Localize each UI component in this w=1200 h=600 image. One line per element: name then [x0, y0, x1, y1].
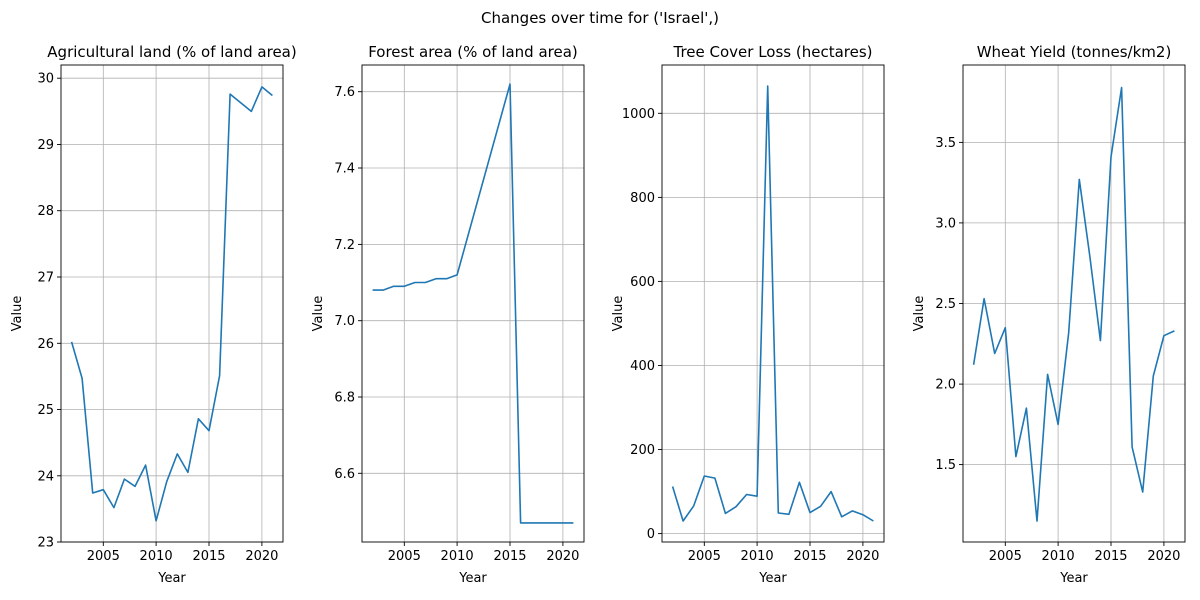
chart-2-x-tick-label: 2020	[546, 549, 579, 564]
chart-3-y-axis-label: Value	[611, 296, 626, 332]
chart-1-x-tick-label: 2010	[140, 549, 173, 564]
chart-1-y-tick-label: 29	[37, 138, 54, 153]
chart-3-x-tick-label: 2020	[846, 549, 879, 564]
chart-1-y-tick-label: 30	[37, 72, 54, 87]
chart-4-series-line	[972, 86, 1175, 522]
chart-3-x-axis-label: Year	[758, 571, 787, 586]
chart-4-x-tick-label: 2015	[1094, 549, 1127, 564]
chart-4-y-tick-label: 2.5	[935, 297, 956, 312]
chart-2-y-tick-label: 6.6	[334, 467, 355, 482]
chart-1-y-tick-label: 25	[37, 403, 54, 418]
chart-4-y-tick-label: 1.5	[935, 458, 956, 473]
chart-4-y-axis-label: Value	[912, 296, 927, 332]
chart-4-title: Wheat Yield (tonnes/km2)	[977, 43, 1172, 61]
chart-1-x-axis-label: Year	[157, 571, 186, 586]
chart-4-x-tick-label: 2010	[1042, 549, 1075, 564]
chart-3-x-tick-label: 2005	[688, 549, 721, 564]
chart-1-x-tick-label: 2015	[192, 549, 225, 564]
chart-1-axes-frame	[60, 64, 284, 543]
chart-4-x-tick-label: 2020	[1147, 549, 1180, 564]
chart-3-y-tick-label: 400	[630, 359, 655, 374]
chart-1-y-tick-label: 27	[37, 271, 54, 286]
chart-1-y-tick-label: 28	[37, 204, 54, 219]
chart-2-y-tick-label: 7.2	[334, 238, 355, 253]
chart-3-y-tick-label: 800	[630, 191, 655, 206]
chart-2-x-tick-label: 2005	[388, 549, 421, 564]
chart-1-y-tick-label: 26	[37, 337, 54, 352]
chart-2-y-tick-label: 7.4	[334, 162, 355, 177]
chart-3-y-tick-label: 1000	[622, 107, 655, 122]
chart-3-x-tick-label: 2010	[741, 549, 774, 564]
chart-3-series-line	[671, 85, 874, 522]
chart-2-axes-frame	[361, 64, 585, 543]
chart-2-series-line	[372, 83, 574, 524]
chart-4-x-axis-label: Year	[1059, 571, 1088, 586]
chart-2-title: Forest area (% of land area)	[368, 43, 578, 61]
chart-1-y-tick-label: 23	[37, 536, 54, 551]
chart-2-y-axis-label: Value	[311, 296, 326, 332]
chart-2-y-tick-label: 7.6	[334, 85, 355, 100]
chart-4-y-tick-label: 3.5	[935, 136, 956, 151]
chart-3-y-tick-label: 600	[630, 275, 655, 290]
chart-2-x-axis-label: Year	[458, 571, 487, 586]
chart-4-y-tick-label: 2.0	[935, 378, 956, 393]
chart-3-y-tick-label: 200	[630, 443, 655, 458]
chart-3-x-tick-label: 2015	[793, 549, 826, 564]
chart-2-y-tick-label: 7.0	[334, 314, 355, 329]
chart-3-y-tick-label: 0	[647, 527, 655, 542]
chart-1-title: Agricultural land (% of land area)	[47, 43, 296, 61]
chart-3-title: Tree Cover Loss (hectares)	[672, 43, 872, 61]
chart-1-x-tick-label: 2020	[245, 549, 278, 564]
figure-suptitle: Changes over time for ('Israel',)	[481, 9, 719, 27]
chart-1-series-line	[70, 86, 273, 522]
chart-1-x-tick-label: 2005	[87, 549, 120, 564]
chart-1-y-tick-label: 24	[37, 469, 54, 484]
chart-2-x-tick-label: 2015	[493, 549, 526, 564]
chart-4-y-tick-label: 3.0	[935, 216, 956, 231]
chart-4-x-tick-label: 2005	[989, 549, 1022, 564]
chart-3-axes-frame	[661, 64, 885, 543]
chart-2-y-tick-label: 6.8	[334, 391, 355, 406]
chart-1-y-axis-label: Value	[10, 296, 25, 332]
chart-2-x-tick-label: 2010	[441, 549, 474, 564]
